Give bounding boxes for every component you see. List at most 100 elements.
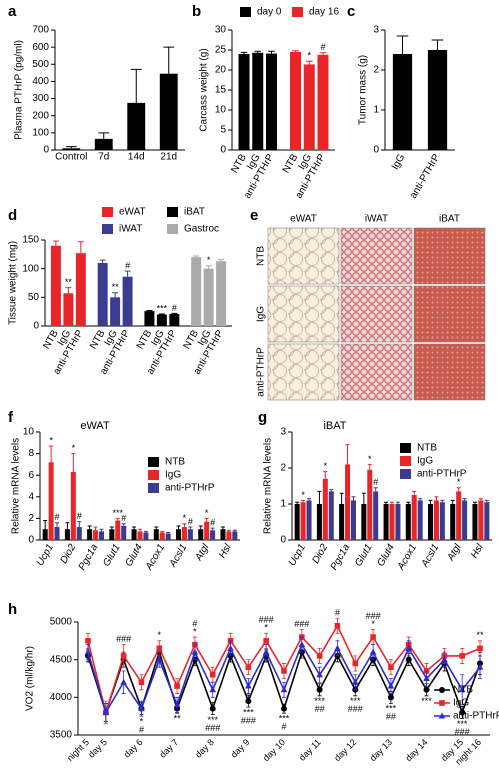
marker — [439, 687, 445, 693]
legend-swatch — [148, 470, 159, 480]
significance: * — [307, 51, 311, 61]
bar — [252, 52, 264, 150]
x-tick-label: day 14 — [403, 737, 429, 763]
significance: * — [205, 508, 209, 518]
error-bar — [418, 498, 423, 501]
x-tick-label: Acox1 — [395, 542, 419, 572]
error-bar — [319, 52, 327, 55]
bar — [417, 500, 423, 540]
bar — [54, 527, 60, 540]
error-bar — [55, 522, 60, 528]
significance: *** — [279, 714, 290, 724]
error-bar — [99, 528, 104, 532]
histology-image — [267, 285, 340, 343]
y-tick-label: 0 — [373, 145, 379, 156]
legend-label: eWAT — [119, 207, 146, 218]
error-bar — [412, 490, 417, 495]
legend-label: IgG — [165, 470, 181, 481]
x-tick-label: Pgc1a — [329, 542, 353, 572]
y-tick-label: 2 — [280, 463, 286, 474]
bar — [75, 253, 86, 326]
y-tick-label: 50 — [28, 292, 40, 303]
bar — [395, 504, 401, 540]
x-tick-label: day 6 — [122, 737, 145, 760]
error-bar — [462, 498, 467, 501]
x-tick-label: day 13 — [368, 737, 394, 763]
marker — [388, 664, 394, 670]
error-bar — [109, 526, 114, 530]
error-bar — [367, 463, 372, 470]
bar — [131, 529, 137, 540]
bar — [428, 504, 434, 540]
marker — [459, 709, 466, 716]
y-tick-label: 500 — [32, 59, 49, 70]
bar — [456, 491, 462, 540]
significance: * — [207, 255, 211, 265]
y-tick-label: 5 — [220, 125, 226, 136]
legend-label: anti-PTHrP — [453, 711, 499, 722]
error-bar — [87, 525, 92, 530]
x-tick-label: Control — [55, 152, 87, 163]
y-tick-label: 300 — [32, 93, 49, 104]
marker — [405, 644, 413, 651]
y-tick-label: 700 — [32, 25, 49, 36]
y-tick-label: 3 — [373, 25, 379, 36]
x-tick-label: 7d — [98, 152, 109, 163]
marker — [138, 679, 145, 686]
error-bar — [484, 499, 489, 503]
marker — [298, 641, 306, 648]
error-bar — [395, 501, 400, 504]
significance: # — [172, 303, 177, 313]
bar — [361, 504, 367, 540]
marker — [263, 638, 269, 644]
error-bar — [99, 259, 106, 263]
legend-swatch — [240, 7, 251, 17]
significance: ## — [386, 712, 396, 722]
legend-swatch — [167, 207, 178, 217]
significance: ### — [455, 727, 470, 737]
legend-swatch — [167, 224, 178, 234]
significance: ** — [65, 277, 73, 287]
error-bar — [154, 526, 159, 530]
y-axis-label: Relative mRNA levels — [263, 438, 274, 534]
bar — [98, 531, 104, 540]
marker — [459, 653, 465, 659]
y-tick-label: 1 — [373, 105, 379, 116]
bar — [97, 262, 108, 326]
bar — [191, 257, 202, 326]
bar — [238, 54, 250, 150]
y-tick-label: 10 — [215, 105, 227, 116]
bar — [181, 527, 187, 540]
marker — [477, 645, 483, 652]
marker — [245, 698, 252, 705]
bar — [367, 469, 373, 540]
significance: *** — [421, 696, 432, 706]
error-bar — [301, 499, 306, 503]
panel-title: eWAT — [80, 420, 110, 432]
bar — [203, 268, 214, 326]
bar — [115, 520, 121, 540]
error-bar — [166, 531, 171, 534]
error-bar — [268, 50, 275, 54]
bar — [265, 53, 277, 150]
significance: # — [335, 608, 340, 618]
y-axis-label: VO2 (ml/kg/hr) — [25, 646, 36, 711]
x-tick-label: Atgl — [193, 542, 212, 564]
bar — [232, 531, 238, 540]
error-bar — [456, 487, 461, 492]
bar — [94, 138, 113, 150]
bar — [159, 73, 178, 150]
y-tick-label: 4000 — [50, 692, 73, 703]
x-tick-label: day 9 — [229, 737, 252, 760]
bar — [392, 54, 413, 150]
marker — [441, 656, 448, 663]
error-bar — [218, 258, 225, 262]
significance: # — [320, 42, 325, 52]
significance: *** — [207, 715, 218, 725]
marker — [245, 664, 252, 670]
significance: # — [125, 260, 130, 270]
bar — [110, 297, 121, 326]
significance: * — [158, 630, 162, 640]
y-axis-label: Tissue weight (mg) — [8, 241, 19, 325]
significance: ### — [241, 716, 256, 726]
